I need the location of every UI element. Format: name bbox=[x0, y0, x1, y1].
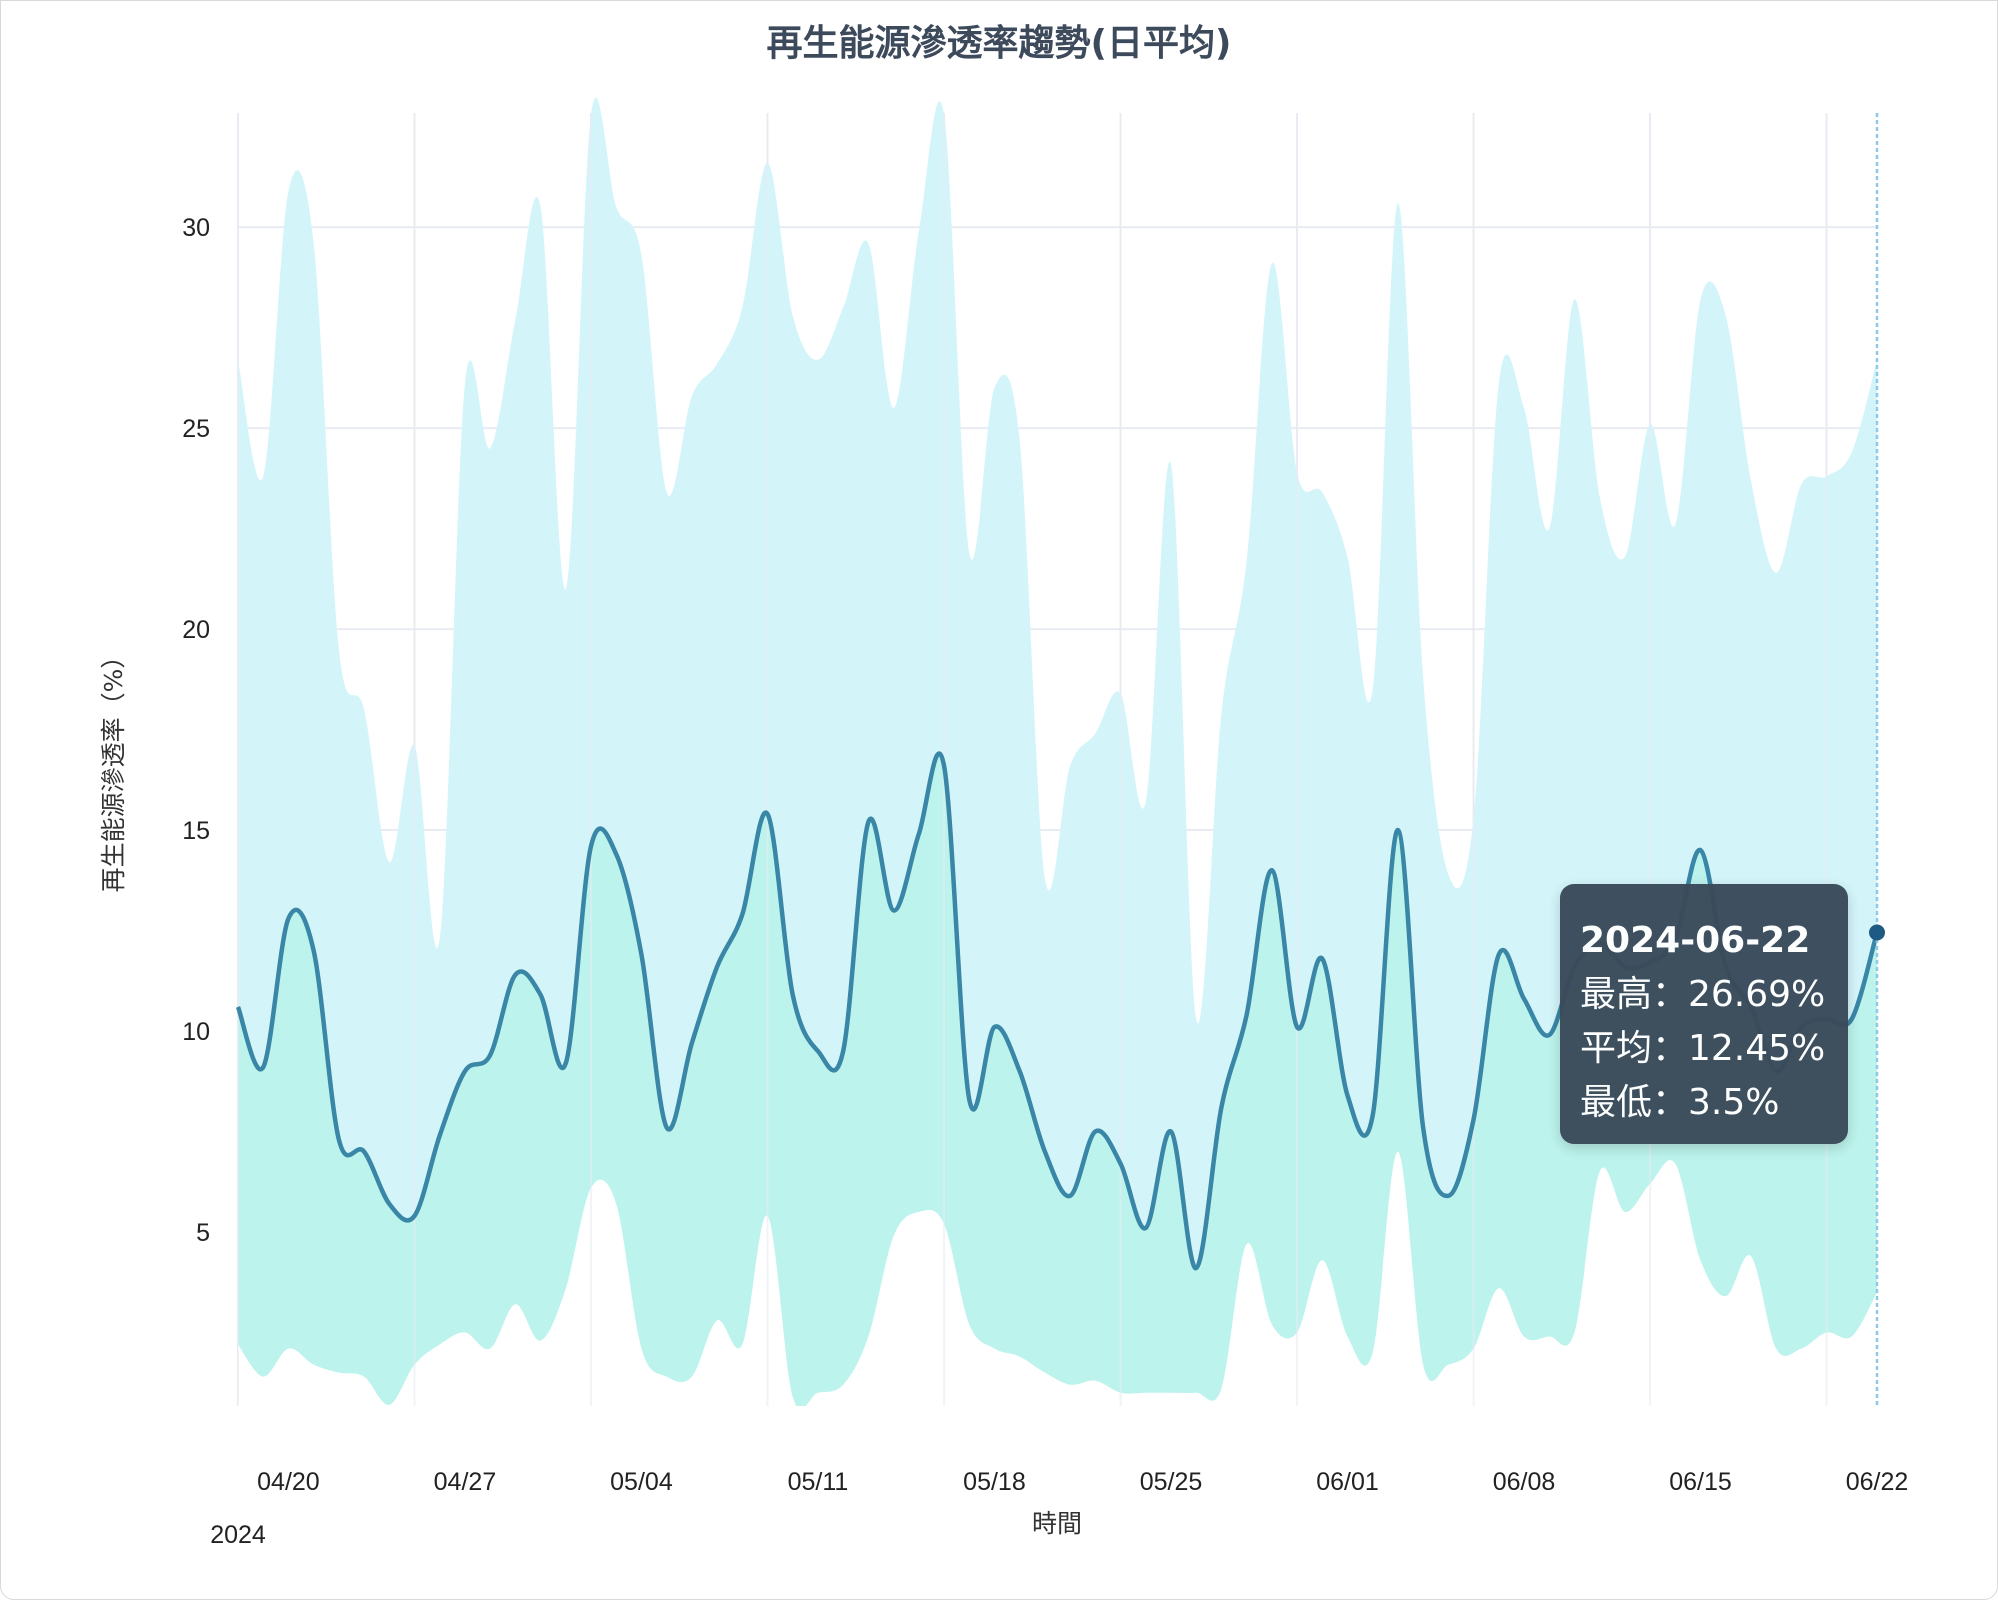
x-tick-label: 04/20 bbox=[257, 1468, 320, 1496]
tooltip-min: 最低：3.5% bbox=[1580, 1082, 1780, 1123]
x-tick-label: 06/22 bbox=[1846, 1468, 1909, 1496]
x-tick-label: 04/27 bbox=[434, 1468, 497, 1496]
y-tick-label: 5 bbox=[196, 1219, 210, 1247]
y-tick-label: 30 bbox=[182, 214, 210, 242]
x-tick-label: 05/04 bbox=[610, 1468, 673, 1496]
average-line[interactable] bbox=[235, 751, 1880, 1271]
y-axis-title: 再生能源滲透率（%） bbox=[99, 644, 128, 893]
y-axis-ticks: 5 10 15 20 25 30 bbox=[182, 214, 210, 1247]
min-band-area bbox=[238, 753, 1877, 1406]
x-tick-label: 06/01 bbox=[1316, 1468, 1379, 1496]
year-label: 2024 bbox=[210, 1521, 266, 1549]
y-tick-label: 10 bbox=[182, 1018, 210, 1046]
x-axis-ticks: 04/20 04/27 05/04 05/11 05/18 05/25 06/01 06/08… bbox=[257, 1468, 1908, 1496]
x-tick-label: 05/25 bbox=[1140, 1468, 1203, 1496]
tooltip: 2024-06-22 最高：26.69% 平均：12.45% 最低：3.5% bbox=[1560, 884, 1848, 1144]
tooltip-date: 2024-06-22 bbox=[1580, 920, 1811, 961]
y-tick-label: 15 bbox=[182, 817, 210, 845]
x-tick-label: 05/18 bbox=[963, 1468, 1026, 1496]
x-tick-label: 06/15 bbox=[1669, 1468, 1732, 1496]
chart-title: 再生能源滲透率趨勢(日平均) bbox=[766, 23, 1232, 64]
x-axis-title: 時間 bbox=[1032, 1509, 1082, 1538]
hover-point-marker[interactable] bbox=[1869, 924, 1885, 941]
tooltip-max: 最高：26.69% bbox=[1580, 974, 1826, 1015]
y-tick-label: 25 bbox=[182, 415, 210, 443]
below-min-mask bbox=[238, 1151, 1877, 1410]
tooltip-avg: 平均：12.45% bbox=[1580, 1028, 1826, 1069]
y-tick-label: 20 bbox=[182, 616, 210, 644]
x-tick-label: 06/08 bbox=[1493, 1468, 1556, 1496]
x-tick-label: 05/11 bbox=[788, 1468, 849, 1496]
